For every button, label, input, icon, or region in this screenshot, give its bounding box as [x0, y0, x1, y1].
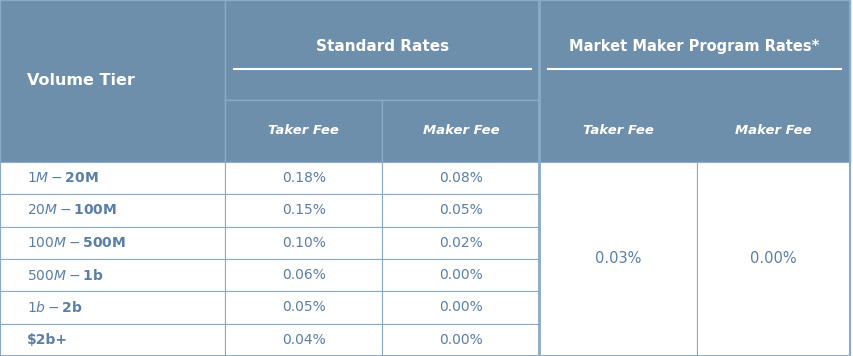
- Text: 0.02%: 0.02%: [438, 236, 482, 250]
- Bar: [382, 227, 539, 259]
- Bar: [225, 0, 539, 100]
- Text: $20M - $100M: $20M - $100M: [27, 204, 117, 218]
- Text: Taker Fee: Taker Fee: [582, 124, 653, 137]
- Text: 0.10%: 0.10%: [281, 236, 325, 250]
- Bar: [382, 259, 539, 291]
- Text: $500M - $1b: $500M - $1b: [27, 268, 103, 283]
- Bar: [382, 162, 539, 194]
- Bar: [539, 162, 696, 356]
- Bar: [225, 259, 382, 291]
- Bar: [696, 162, 849, 356]
- Text: Market Maker Program Rates*: Market Maker Program Rates*: [569, 39, 819, 54]
- Bar: [0, 0, 225, 162]
- Bar: [225, 194, 382, 227]
- Bar: [382, 100, 539, 162]
- Text: $100M - $500M: $100M - $500M: [27, 236, 126, 250]
- Bar: [225, 100, 382, 162]
- Text: Volume Tier: Volume Tier: [27, 73, 135, 89]
- Bar: [225, 162, 382, 194]
- Text: 0.05%: 0.05%: [281, 300, 325, 314]
- Text: 0.05%: 0.05%: [438, 204, 482, 218]
- Text: 0.18%: 0.18%: [281, 171, 325, 185]
- Bar: [539, 0, 849, 162]
- Text: 0.04%: 0.04%: [281, 333, 325, 347]
- Text: Taker Fee: Taker Fee: [268, 124, 339, 137]
- Bar: [0, 324, 225, 356]
- Bar: [0, 291, 225, 324]
- Bar: [0, 227, 225, 259]
- Text: Maker Fee: Maker Fee: [734, 124, 810, 137]
- Bar: [225, 227, 382, 259]
- Text: 0.15%: 0.15%: [281, 204, 325, 218]
- Text: $2b+: $2b+: [27, 333, 68, 347]
- Bar: [225, 324, 382, 356]
- Bar: [382, 324, 539, 356]
- Text: 0.00%: 0.00%: [438, 300, 482, 314]
- Text: 0.08%: 0.08%: [438, 171, 482, 185]
- Bar: [225, 291, 382, 324]
- Text: Maker Fee: Maker Fee: [422, 124, 499, 137]
- Bar: [0, 194, 225, 227]
- Bar: [0, 259, 225, 291]
- Bar: [382, 291, 539, 324]
- Text: Standard Rates: Standard Rates: [316, 39, 449, 54]
- Text: 0.00%: 0.00%: [749, 251, 796, 267]
- Text: 0.00%: 0.00%: [438, 268, 482, 282]
- Bar: [382, 194, 539, 227]
- Text: 0.03%: 0.03%: [595, 251, 641, 267]
- Text: 0.00%: 0.00%: [438, 333, 482, 347]
- Bar: [0, 162, 225, 194]
- Text: $1M - $20M: $1M - $20M: [27, 171, 99, 185]
- Text: 0.06%: 0.06%: [281, 268, 325, 282]
- Text: $1b - $2b: $1b - $2b: [27, 300, 83, 315]
